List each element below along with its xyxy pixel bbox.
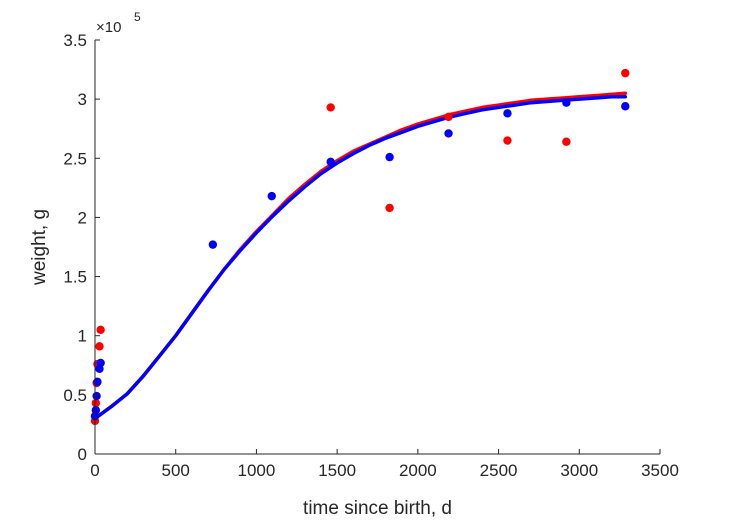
- fit-curves: [93, 91, 628, 421]
- fit-curve-1: [93, 95, 628, 421]
- y-tick-label: 1.5: [63, 268, 87, 287]
- data-point: [91, 406, 101, 415]
- data-point: [385, 203, 394, 213]
- data-point: [621, 102, 630, 111]
- x-ticks: 0 500 1000 1500 2000 2500 3000 3500: [90, 449, 679, 480]
- x-tick-label: 3000: [560, 461, 598, 480]
- y-tick-label: 1: [78, 327, 87, 346]
- y-tick-label: 3.5: [63, 31, 87, 50]
- data-point: [93, 377, 102, 387]
- data-point: [444, 112, 453, 122]
- y-ticks: 0 0.5 1 1.5 2 2.5 3 3.5: [63, 31, 100, 464]
- y-tick-label: 0.5: [63, 386, 87, 405]
- x-tick-label: 1500: [318, 461, 356, 480]
- y-exponent-base: ×10: [96, 19, 121, 36]
- data-point: [208, 240, 218, 249]
- data-point: [91, 398, 101, 408]
- x-tick-label: 1000: [238, 461, 276, 480]
- data-point: [326, 157, 335, 167]
- y-tick-label: 0: [78, 445, 87, 464]
- y-tick-label: 3: [78, 90, 87, 109]
- x-tick-label: 3500: [641, 461, 679, 480]
- x-tick-label: 500: [162, 461, 190, 480]
- y-tick-label: 2.5: [63, 149, 87, 168]
- data-point: [95, 342, 104, 351]
- data-point: [503, 136, 512, 145]
- axes: [94, 40, 660, 455]
- y-tick-label: 2: [78, 208, 87, 227]
- data-point: [503, 109, 512, 118]
- fit-curve-0: [93, 91, 628, 421]
- y-exponent-power: 5: [134, 10, 141, 24]
- data-point: [562, 98, 571, 107]
- data-point: [96, 325, 105, 334]
- data-point: [562, 137, 571, 146]
- data-points: [90, 68, 630, 426]
- x-tick-label: 2000: [399, 461, 437, 480]
- y-exponent-label: ×10 5: [96, 10, 141, 36]
- x-axis-label: time since birth, d: [303, 498, 452, 519]
- data-point: [444, 129, 453, 138]
- data-point: [621, 68, 630, 78]
- data-point: [267, 191, 276, 201]
- data-point: [96, 358, 105, 368]
- x-tick-label: 2500: [480, 461, 518, 480]
- y-axis-label: weight, g: [29, 209, 50, 286]
- data-point: [326, 103, 335, 112]
- data-point: [92, 391, 101, 401]
- data-point: [385, 152, 394, 162]
- x-tick-label: 0: [90, 461, 99, 480]
